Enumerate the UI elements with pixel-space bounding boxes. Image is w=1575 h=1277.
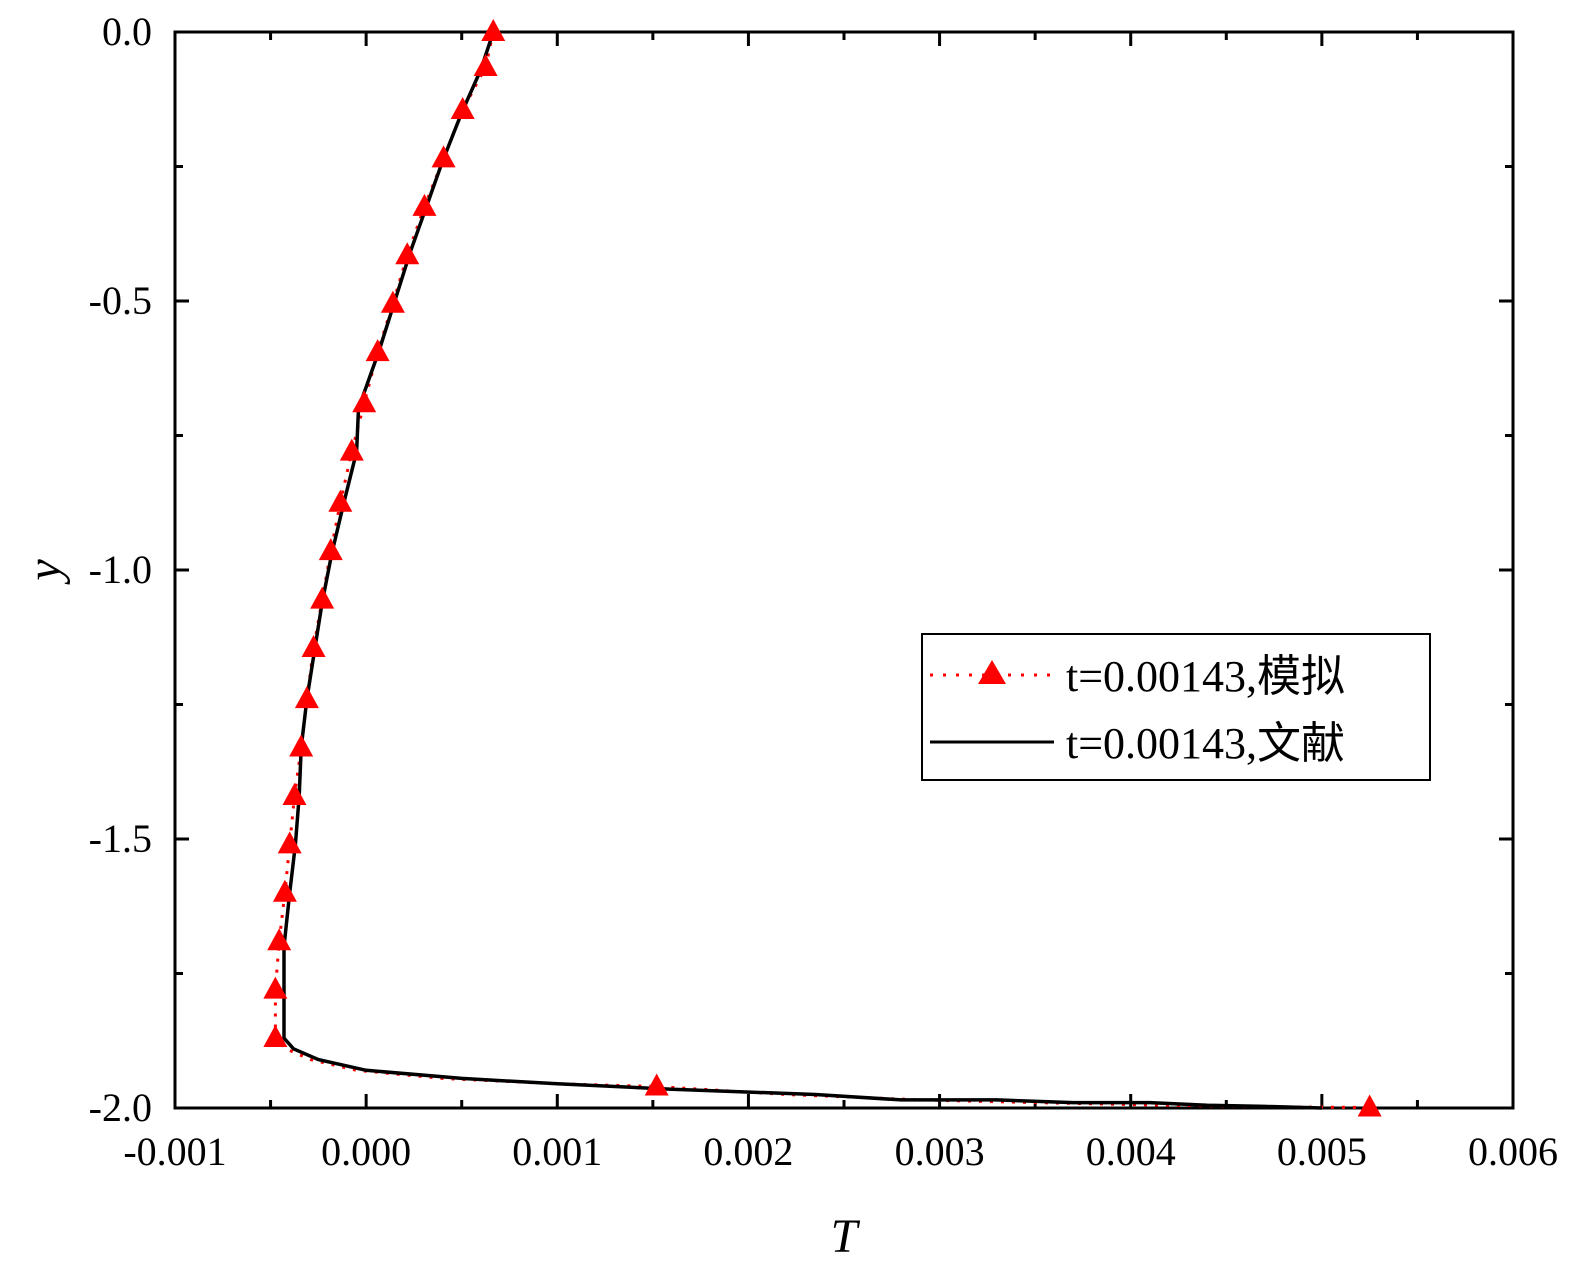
y-tick-label: -2.0 [89,1085,152,1130]
simulation-marker [282,782,307,805]
simulation-marker [380,290,405,313]
simulation-marker [301,635,326,658]
simulation-marker [328,489,353,512]
series-line-literature [282,31,1322,1110]
simulation-marker [644,1073,669,1096]
simulation-marker [412,193,437,216]
legend-label-literature: t=0.00143,文献 [1066,719,1345,768]
simulation-marker [481,19,506,41]
plot-frame [173,30,1515,1110]
simulation-marker [263,1025,288,1048]
x-tick-label: 0.001 [512,1129,602,1174]
legend-marker-simulation [978,660,1006,684]
y-axis-title: y [18,559,71,586]
y-tick-label: -0.5 [89,278,152,323]
simulation-marker [318,538,343,561]
x-tick-label: 0.002 [703,1129,793,1174]
simulation-marker [263,976,288,999]
x-tick-label: 0.000 [321,1129,411,1174]
series-line-simulation [273,31,1370,1109]
simulation-marker [450,97,475,120]
simulation-marker [431,145,456,168]
x-axis-title: T [831,1210,861,1263]
simulation-marker [352,390,377,413]
tick-labels: -0.001 0.000 0.001 0.002 0.003 0.004 0.005 0.00… [89,9,1558,1174]
x-tick-label: 0.004 [1086,1129,1176,1174]
axis-ticks [173,30,1515,1110]
simulation-marker [277,831,302,854]
y-tick-label: -1.5 [89,816,152,861]
legend-box [921,633,1431,781]
y-tick-label: -1.0 [89,547,152,592]
simulation-marker [310,586,335,609]
simulation-marker [473,53,498,76]
simulation-marker [365,339,390,362]
simulation-marker [294,686,319,709]
series-layer [263,19,1382,1117]
simulation-marker [1357,1094,1382,1117]
simulation-marker [395,242,420,265]
legend: t=0.00143,模拟 t=0.00143,文献 [921,633,1431,781]
simulation-marker [272,879,297,902]
y-tick-label: 0.0 [102,9,152,54]
x-tick-label: 0.006 [1468,1129,1558,1174]
x-tick-label: 0.003 [895,1129,985,1174]
simulation-marker [289,734,314,757]
x-tick-label: -0.001 [123,1129,226,1174]
x-tick-label: 0.005 [1277,1129,1367,1174]
simulation-marker [339,438,364,461]
legend-label-simulation: t=0.00143,模拟 [1066,652,1345,701]
simulation-marker [267,928,292,951]
